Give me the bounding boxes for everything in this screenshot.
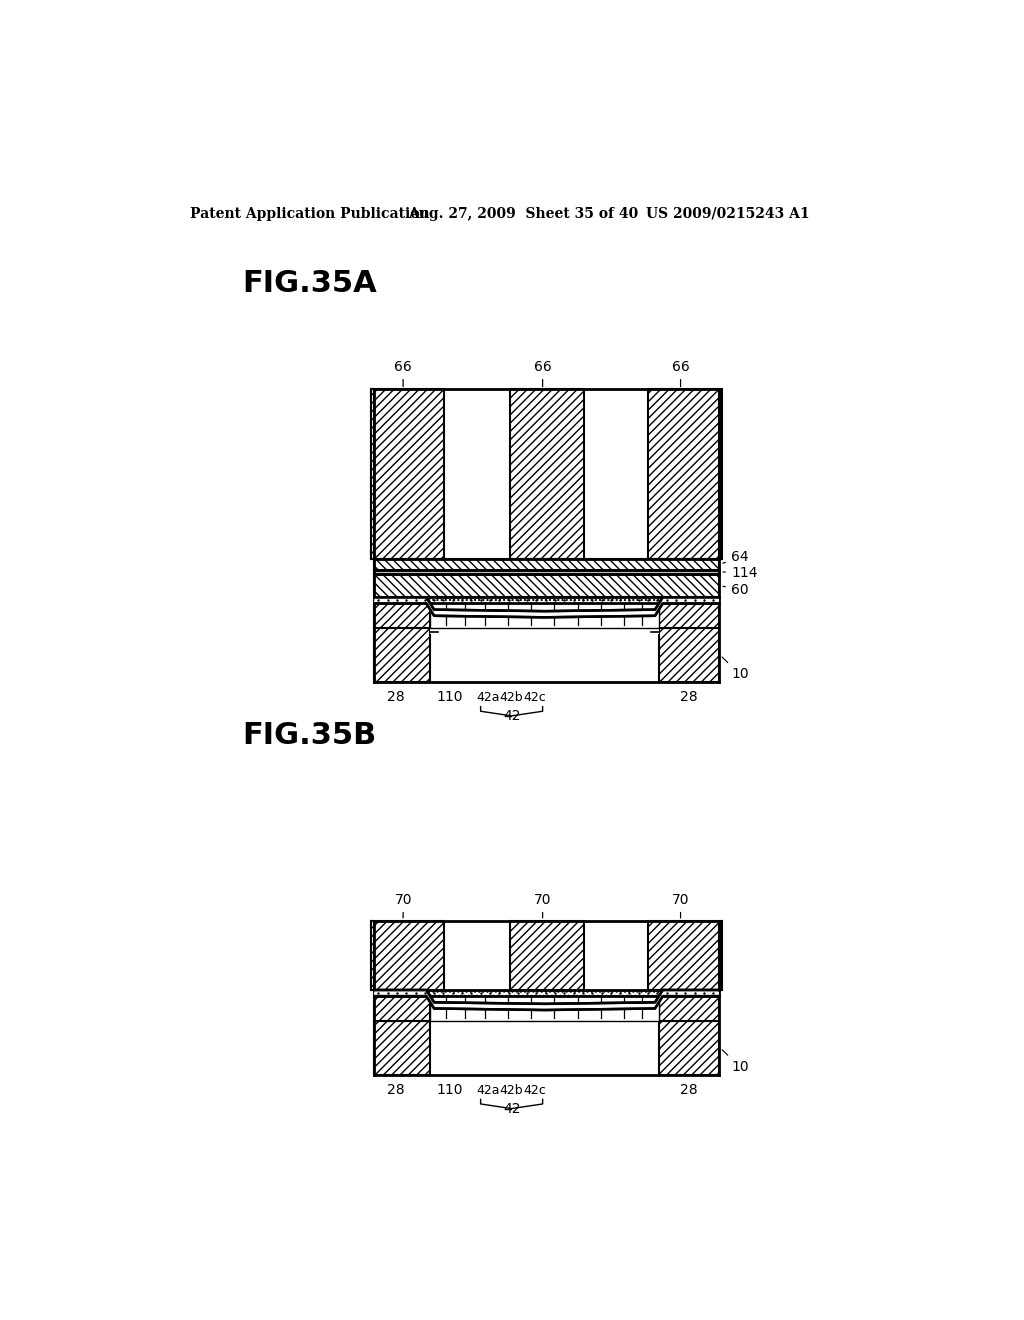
Text: 70: 70 xyxy=(672,892,689,917)
Bar xyxy=(510,921,584,990)
Text: 28: 28 xyxy=(387,1084,404,1097)
Bar xyxy=(375,570,719,574)
Text: FIG.35A: FIG.35A xyxy=(243,269,378,297)
Text: 42b: 42b xyxy=(500,1084,523,1097)
Text: 42a: 42a xyxy=(476,690,500,704)
Text: 70: 70 xyxy=(394,892,412,917)
Text: FIG.35B: FIG.35B xyxy=(243,722,377,750)
Bar xyxy=(371,389,444,558)
Text: 42c: 42c xyxy=(523,1084,546,1097)
Text: Patent Application Publication: Patent Application Publication xyxy=(190,207,430,220)
Bar xyxy=(719,389,721,558)
Text: 60: 60 xyxy=(723,582,749,597)
Text: 110: 110 xyxy=(436,690,463,705)
Bar xyxy=(375,597,719,603)
Text: 10: 10 xyxy=(722,657,749,681)
Bar xyxy=(430,601,658,628)
Bar xyxy=(648,389,722,558)
Bar xyxy=(658,601,719,628)
Bar xyxy=(371,921,444,990)
Text: US 2009/0215243 A1: US 2009/0215243 A1 xyxy=(646,207,809,220)
Bar xyxy=(430,628,658,635)
Bar xyxy=(430,994,658,1020)
Bar xyxy=(658,628,719,682)
Text: 28: 28 xyxy=(387,690,404,705)
Bar xyxy=(371,389,375,558)
Text: 64: 64 xyxy=(723,550,749,564)
Text: 66: 66 xyxy=(534,360,552,387)
Text: 10: 10 xyxy=(722,1049,749,1074)
Bar xyxy=(375,558,719,570)
Text: 28: 28 xyxy=(680,690,697,705)
Text: 42a: 42a xyxy=(476,1084,500,1097)
Polygon shape xyxy=(375,598,719,618)
Bar xyxy=(375,1020,430,1074)
Bar xyxy=(658,994,719,1020)
Bar xyxy=(371,921,375,990)
Text: 114: 114 xyxy=(723,566,758,579)
Text: 42b: 42b xyxy=(500,690,523,704)
Bar xyxy=(375,574,719,598)
Text: 42: 42 xyxy=(503,1102,520,1115)
Bar xyxy=(375,628,430,682)
Text: 28: 28 xyxy=(680,1084,697,1097)
Text: 42c: 42c xyxy=(523,690,546,704)
Bar xyxy=(648,921,722,990)
Text: 70: 70 xyxy=(534,892,551,917)
Bar xyxy=(375,990,719,997)
Bar xyxy=(719,921,721,990)
Bar xyxy=(375,601,430,628)
Bar xyxy=(658,1020,719,1074)
Text: 66: 66 xyxy=(394,360,412,387)
Text: 110: 110 xyxy=(436,1084,463,1097)
Text: Aug. 27, 2009  Sheet 35 of 40: Aug. 27, 2009 Sheet 35 of 40 xyxy=(409,207,639,220)
Polygon shape xyxy=(375,990,719,1010)
Text: 66: 66 xyxy=(672,360,689,387)
Bar xyxy=(375,994,430,1020)
Bar xyxy=(510,389,584,558)
Text: 42: 42 xyxy=(503,709,520,723)
